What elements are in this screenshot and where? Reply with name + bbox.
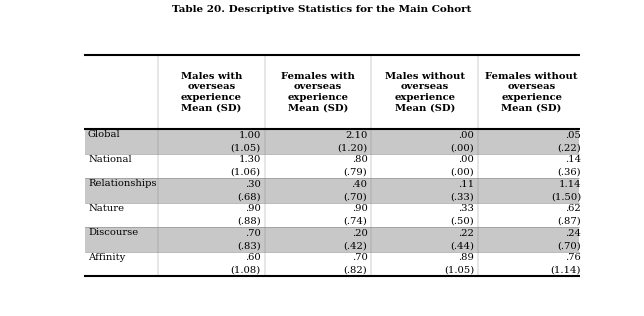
Text: 2.10: 2.10 (345, 131, 368, 140)
Text: (.42): (.42) (344, 241, 368, 250)
Text: (.82): (.82) (344, 266, 368, 275)
Text: (1.08): (1.08) (231, 266, 261, 275)
Text: .89: .89 (459, 253, 474, 263)
Text: Discourse: Discourse (88, 228, 138, 237)
Text: 1.14: 1.14 (558, 180, 581, 189)
Text: (.00): (.00) (451, 167, 474, 177)
Text: (1.05): (1.05) (444, 266, 474, 275)
Bar (86, 154, 579, 166)
Bar (86, 215, 579, 227)
Bar (86, 178, 579, 191)
Text: (.44): (.44) (450, 241, 474, 250)
Text: .22: .22 (459, 229, 474, 238)
Text: Affinity: Affinity (88, 253, 125, 262)
Text: .20: .20 (352, 229, 368, 238)
Text: 1.00: 1.00 (238, 131, 261, 140)
Bar (86, 203, 579, 215)
Text: .62: .62 (565, 204, 581, 213)
Text: (1.50): (1.50) (551, 192, 581, 201)
Text: .76: .76 (565, 253, 581, 263)
Bar (86, 166, 579, 178)
Text: .80: .80 (352, 155, 368, 164)
Text: Table 20. Descriptive Statistics for the Main Cohort: Table 20. Descriptive Statistics for the… (173, 5, 471, 14)
Text: Females with
overseas
experience
Mean (SD): Females with overseas experience Mean (S… (281, 72, 355, 112)
Bar (86, 129, 579, 142)
Text: .70: .70 (352, 253, 368, 263)
Text: (.74): (.74) (344, 217, 368, 226)
Text: (1.06): (1.06) (231, 167, 261, 177)
Text: (.22): (.22) (557, 143, 581, 152)
Text: (.70): (.70) (557, 241, 581, 250)
Text: .60: .60 (245, 253, 261, 263)
Bar (86, 240, 579, 252)
Text: .33: .33 (459, 204, 474, 213)
Text: (.87): (.87) (557, 217, 581, 226)
Text: .90: .90 (352, 204, 368, 213)
Text: (.88): (.88) (237, 217, 261, 226)
Text: .90: .90 (245, 204, 261, 213)
Text: .70: .70 (245, 229, 261, 238)
Text: (1.05): (1.05) (231, 143, 261, 152)
Text: (.70): (.70) (344, 192, 368, 201)
Text: Nature: Nature (88, 204, 124, 213)
Text: (.79): (.79) (344, 167, 368, 177)
Text: .11: .11 (458, 180, 474, 189)
Text: Females without
overseas
experience
Mean (SD): Females without overseas experience Mean… (486, 72, 578, 112)
Bar (86, 227, 579, 240)
Text: 1.30: 1.30 (238, 155, 261, 164)
Text: .00: .00 (459, 155, 474, 164)
Text: .30: .30 (245, 180, 261, 189)
Text: (.00): (.00) (451, 143, 474, 152)
Text: (1.20): (1.20) (337, 143, 368, 152)
Text: .24: .24 (565, 229, 581, 238)
Bar (86, 264, 579, 276)
Text: .05: .05 (565, 131, 581, 140)
Bar (86, 191, 579, 203)
Bar (86, 252, 579, 264)
Text: (1.14): (1.14) (551, 266, 581, 275)
Text: Males without
overseas
experience
Mean (SD): Males without overseas experience Mean (… (385, 72, 465, 112)
Text: Global: Global (88, 130, 120, 139)
Bar (86, 55, 579, 129)
Text: .14: .14 (565, 155, 581, 164)
Text: Relationships: Relationships (88, 179, 156, 188)
Text: (.83): (.83) (237, 241, 261, 250)
Text: .40: .40 (352, 180, 368, 189)
Text: (.36): (.36) (558, 167, 581, 177)
Bar (86, 142, 579, 154)
Text: Males with
overseas
experience
Mean (SD): Males with overseas experience Mean (SD) (180, 72, 242, 112)
Text: (.50): (.50) (451, 217, 474, 226)
Text: (.68): (.68) (237, 192, 261, 201)
Text: (.33): (.33) (451, 192, 474, 201)
Text: National: National (88, 155, 131, 164)
Text: .00: .00 (459, 131, 474, 140)
